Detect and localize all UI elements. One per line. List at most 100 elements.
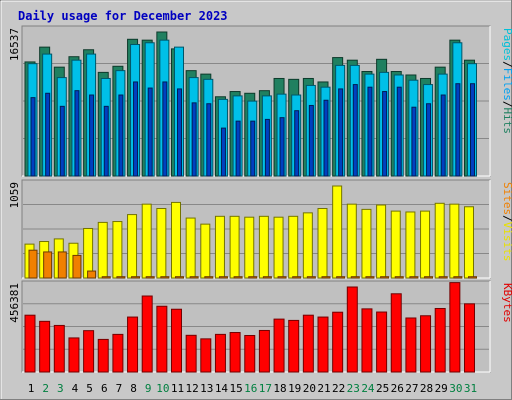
- bar-sites-day-18: [277, 276, 287, 279]
- bar-visits-day-24: [361, 208, 372, 279]
- bar-sites-day-29: [438, 276, 448, 279]
- panel-visits-legend: Sites/Visits: [501, 182, 512, 262]
- legend-entry: Pages: [501, 28, 512, 61]
- bar-pages-day-2: [45, 92, 51, 177]
- bar-kbytes-day-28: [420, 315, 432, 373]
- x-tick-label: 8: [130, 382, 137, 395]
- bar-sites-day-27: [409, 276, 419, 279]
- bar-visits-day-20: [302, 212, 313, 279]
- x-tick-label: 23: [347, 382, 360, 395]
- bar-visits-day-29: [434, 202, 445, 279]
- bar-pages-day-3: [59, 105, 65, 177]
- x-tick-label: 3: [57, 382, 64, 395]
- bar-pages-day-29: [440, 94, 446, 177]
- bar-pages-day-8: [133, 81, 139, 177]
- x-tick-label: 9: [145, 382, 152, 395]
- bar-sites-day-11: [175, 276, 184, 279]
- bar-pages-day-31: [470, 83, 475, 177]
- bar-kbytes-day-6: [97, 338, 109, 373]
- x-tick-label: 19: [288, 382, 301, 395]
- bar-pages-day-7: [118, 94, 124, 177]
- bar-visits-day-16: [244, 216, 255, 279]
- bar-sites-day-3: [57, 251, 67, 279]
- bar-pages-day-15: [235, 120, 241, 177]
- bar-kbytes-day-20: [302, 314, 314, 373]
- bar-sites-day-28: [424, 276, 434, 279]
- bar-kbytes-day-11: [171, 308, 182, 373]
- bar-kbytes-day-4: [68, 337, 80, 373]
- x-tick-label: 17: [259, 382, 272, 395]
- bar-kbytes-day-10: [156, 305, 168, 373]
- bar-sites-day-24: [365, 276, 375, 279]
- bar-pages-day-11: [177, 88, 182, 177]
- bar-kbytes-day-17: [258, 329, 270, 373]
- bar-kbytes-day-12: [185, 334, 197, 373]
- bar-kbytes-day-31: [464, 303, 475, 373]
- bar-sites-day-9: [145, 276, 155, 279]
- bar-visits-day-12: [185, 217, 196, 279]
- bar-kbytes-day-24: [361, 308, 373, 373]
- bar-kbytes-day-25: [376, 311, 388, 373]
- x-tick-label: 15: [229, 382, 242, 395]
- bar-kbytes-day-3: [53, 324, 65, 373]
- bar-pages-day-25: [382, 91, 388, 177]
- panel-hits-max-label: 16537: [8, 28, 21, 61]
- bar-pages-day-17: [264, 118, 270, 177]
- legend-entry: Sites: [501, 182, 512, 215]
- x-tick-label: 13: [200, 382, 213, 395]
- bar-pages-day-6: [103, 105, 109, 177]
- x-tick-label: 24: [361, 382, 375, 395]
- bar-kbytes-day-19: [288, 319, 300, 373]
- bar-visits-day-22: [332, 185, 343, 279]
- bar-visits-day-15: [229, 215, 240, 279]
- bar-visits-day-6: [97, 221, 108, 279]
- bar-sites-day-12: [189, 276, 199, 279]
- x-tick-label: 18: [273, 382, 286, 395]
- bar-visits-day-8: [127, 214, 138, 279]
- bar-sites-day-2: [43, 251, 53, 279]
- bar-sites-day-16: [248, 276, 258, 279]
- bar-sites-day-8: [131, 276, 141, 279]
- bar-pages-day-13: [206, 103, 212, 177]
- x-tick-label: 5: [86, 382, 93, 395]
- chart-title: Daily usage for December 2023: [18, 9, 228, 23]
- bar-sites-day-22: [336, 276, 346, 279]
- bar-kbytes-day-29: [434, 307, 446, 373]
- bar-sites-day-31: [468, 276, 477, 279]
- bar-kbytes-day-16: [244, 334, 256, 373]
- x-tick-label: 21: [317, 382, 330, 395]
- x-tick-label: 7: [116, 382, 123, 395]
- legend-entry: /: [501, 61, 512, 68]
- bar-sites-day-15: [233, 276, 243, 279]
- bar-kbytes-day-15: [229, 332, 241, 373]
- legend-entry: Hits: [501, 108, 512, 135]
- x-tick-label: 26: [391, 382, 404, 395]
- x-tick-label: 6: [101, 382, 108, 395]
- bar-pages-day-16: [250, 120, 256, 177]
- bar-pages-day-30: [455, 83, 461, 177]
- bar-kbytes-day-23: [346, 286, 358, 373]
- bar-kbytes-day-1: [24, 314, 36, 373]
- bar-visits-day-21: [317, 208, 328, 279]
- bar-sites-day-26: [394, 276, 404, 279]
- bar-visits-day-7: [112, 221, 123, 279]
- bar-kbytes-day-14: [214, 333, 226, 373]
- bar-pages-day-14: [220, 127, 226, 177]
- legend-entry: KBytes: [501, 283, 512, 323]
- bar-pages-day-20: [308, 104, 314, 177]
- bar-kbytes-day-22: [332, 311, 344, 373]
- bar-kbytes-day-13: [200, 338, 212, 373]
- x-tick-label: 20: [303, 382, 316, 395]
- bar-sites-day-23: [350, 276, 360, 279]
- legend-entry: Files: [501, 68, 512, 101]
- bar-visits-day-11: [171, 201, 181, 279]
- bar-kbytes-day-5: [83, 330, 95, 373]
- bar-sites-day-20: [306, 276, 316, 279]
- panel-visits: 1059 Sites/Visits: [8, 179, 512, 279]
- bar-visits-day-17: [258, 215, 269, 279]
- bar-visits-day-25: [376, 204, 387, 279]
- bar-sites-day-14: [218, 276, 228, 279]
- bar-visits-day-27: [405, 211, 416, 279]
- bar-pages-day-26: [396, 86, 402, 177]
